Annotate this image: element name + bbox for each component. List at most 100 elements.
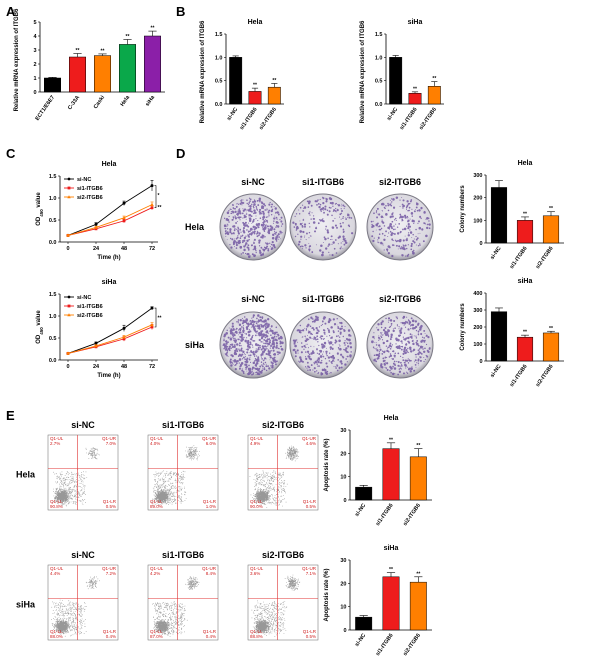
colony-plate [219,193,287,261]
x-tick-label: si2-ITGB6 [418,107,438,131]
y-tick-label: 20 [340,451,346,457]
y-tick-label: 10 [340,475,346,481]
bar-si-nc [389,57,403,105]
x-tick-label: si1-ITGB6 [239,107,259,131]
y-tick-label: 30 [340,558,346,564]
chart-e1: 0 10 20 30 Hela Apoptosis rate (%) si-NC ** si1-… [324,415,432,527]
flow-events [152,576,200,637]
flow-events [51,576,100,637]
bar-si2-itgb6 [267,86,281,105]
series-line [67,326,153,354]
significance-mark: ** [389,567,393,573]
x-tick-label: si2-ITGB6 [402,503,422,527]
significance-mark: ** [432,76,436,82]
legend-marker [67,304,71,308]
legend-marker [67,195,71,199]
x-tick-label: 24 [93,246,100,252]
data-point [150,184,154,188]
bar-si2-itgb6 [542,215,560,244]
flow-events [249,445,300,508]
quadrant-value: Q1-UR [302,436,317,441]
colony-column-header: si2-ITGB6 [379,177,421,187]
y-tick-label: 0 [343,628,346,634]
quadrant-value: Q1-LL [250,499,263,504]
x-tick-label: si-NC [226,107,239,122]
quadrant-value: 0.4% [206,634,216,639]
quadrant-value: 7.1% [306,571,316,576]
significance-mark: ** [523,330,527,336]
y-tick-label: 1.0 [215,55,223,61]
y-tick-label: 0 [479,359,482,365]
bar-si1-itgb6 [382,576,400,631]
colony-column-header: si2-ITGB6 [379,294,421,304]
significance-mark: ** [272,78,276,84]
colony-column-header: si1-ITGB6 [302,177,344,187]
series-line [67,204,153,236]
y-tick-label: 0.0 [215,102,223,108]
quadrant-value: Q1-UR [102,436,117,441]
bar-si1-itgb6 [516,220,534,244]
significance-mark: ** [523,211,527,217]
colony-column-header: si-NC [241,177,265,187]
y-tick-label: 2 [33,62,36,68]
colony-column-header: si-NC [241,294,265,304]
x-tick-label: Caski [93,94,107,110]
chart-c2: 0.0 0.5 1.0 1.5 siHa 0 24 48 72 Time (h) OD450 val… [36,279,161,379]
quadrant-value: Q1-LR [103,499,117,504]
quadrant-value: 1.0% [206,504,216,509]
y-tick-label: 0.0 [49,358,57,364]
x-tick-label: si1-ITGB6 [375,633,395,657]
data-point [66,233,70,237]
plate-dish [366,193,434,261]
chart-title: Hela [384,415,399,422]
y-axis-label: Relative mRNA expression of ITGB6 [200,20,206,123]
legend-label: si2-ITGB6 [77,195,103,201]
bar-si2-itgb6 [409,456,427,501]
x-tick-label: siHa [145,94,157,108]
y-tick-label: 1.0 [49,196,57,202]
data-point [94,344,98,348]
legend-label: si1-ITGB6 [77,304,103,310]
chart-title: siHa [518,278,533,285]
series-si1-itgb6: si1-ITGB6 [64,304,154,355]
flow-column-header: si2-ITGB6 [262,420,304,430]
colony-dots [371,315,431,376]
significance-mark: ** [158,316,162,322]
bar-c-33a [69,56,86,93]
bar-caski [94,55,111,93]
y-tick-label: 4 [33,34,37,40]
x-tick-label: si2-ITGB6 [258,107,278,131]
bar-si2-itgb6 [409,581,427,631]
y-axis-label-main: OD [36,216,42,226]
chart-d2: 0 100 200 300 400 siHa Colony numbers si-NC ** si… [460,278,564,388]
chart-b1: 0.0 0.5 1.0 1.5 Hela Relative mRNA expression… [200,19,284,131]
y-axis-label: Colony numbers [460,185,466,233]
quadrant-value: 7.0% [106,441,116,446]
quadrant-value: 3.6% [250,571,260,576]
y-tick-label: 200 [473,325,482,331]
panel-label-c: C [6,146,16,161]
x-tick-label: si1-ITGB6 [375,503,395,527]
x-axis-label: Time (h) [97,373,120,379]
chart-title: siHa [102,279,117,286]
flow-column-header: si1-ITGB6 [162,420,204,430]
flow-events [52,447,100,507]
x-tick-label: si2-ITGB6 [535,364,555,388]
quadrant-value: Q1-UL [150,436,164,441]
x-tick-label: ECT1/E6E7 [35,95,57,122]
y-tick-label: 0.5 [375,79,383,85]
y-tick-label: 0.0 [375,102,383,108]
y-tick-label: 0.5 [215,79,223,85]
bar-si-nc [490,187,508,244]
quadrant-value: 0.5% [306,634,316,639]
data-point [94,222,98,226]
y-tick-label: 1.5 [375,32,383,38]
x-tick-label: si1-ITGB6 [509,364,529,388]
quadrant-value: Q1-UR [202,436,217,441]
bar-ect1/e6e7 [44,77,61,93]
y-tick-label: 1.5 [49,174,57,180]
chart-e2: 0 10 20 30 siHa Apoptosis rate (%) si-NC ** si1-… [324,545,432,657]
panel-label-b: B [176,4,185,19]
chart-c1: 0.0 0.5 1.0 1.5 Hela 0 24 48 72 Time (h) OD450 val… [36,161,161,261]
